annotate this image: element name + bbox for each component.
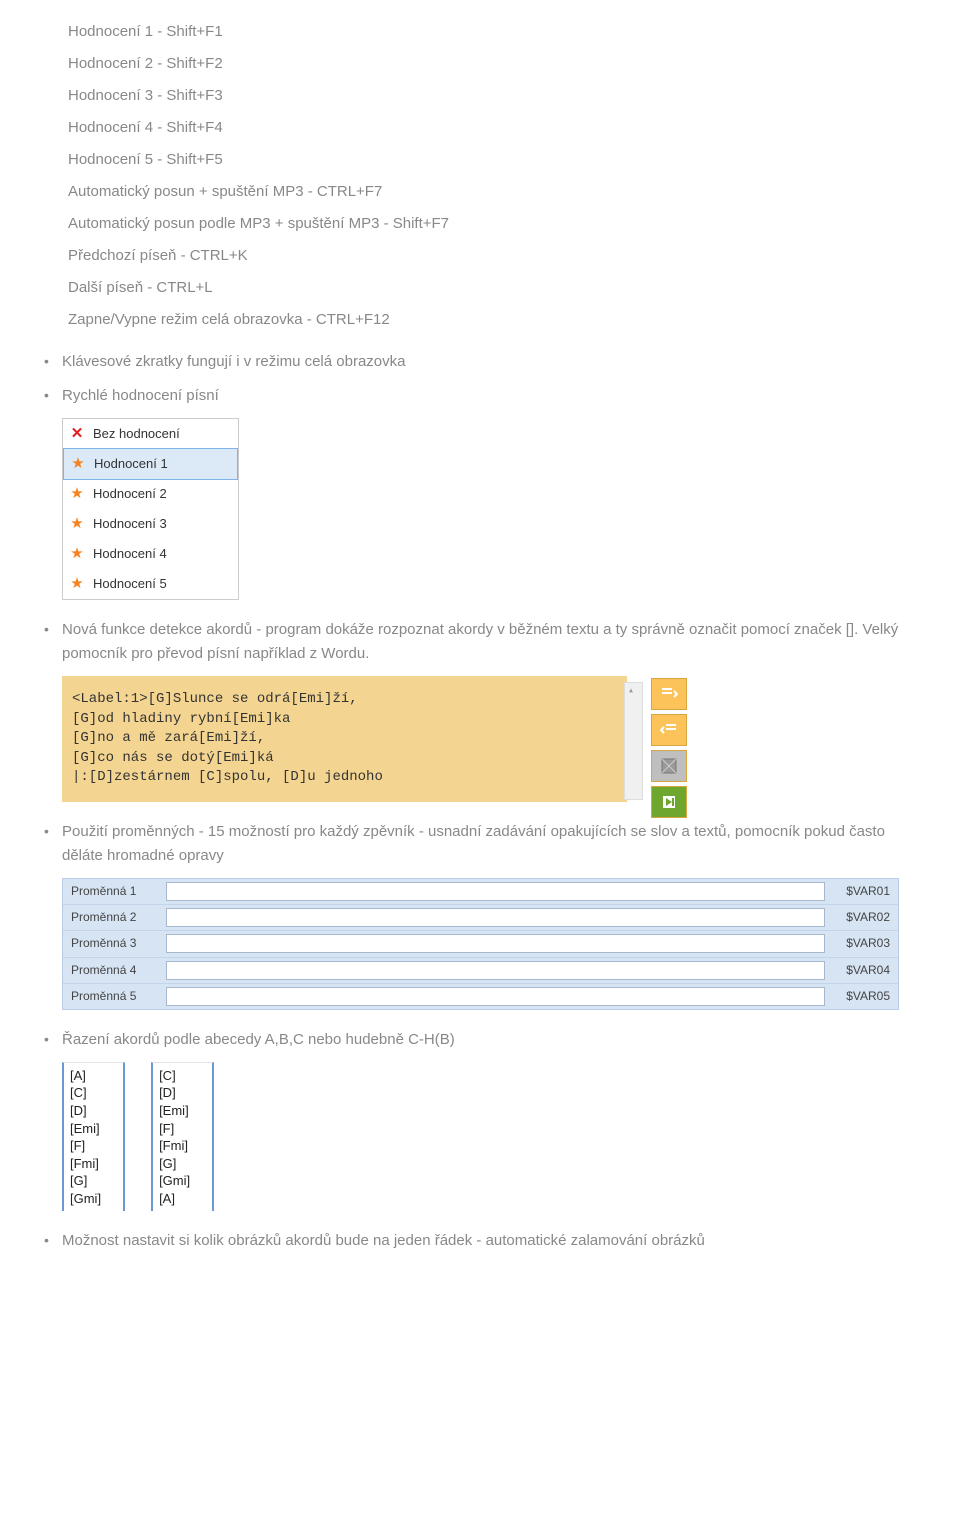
bullet-variables: Použití proměnných - 15 možností pro kaž…: [40, 820, 920, 868]
bullet-images: Možnost nastavit si kolik obrázků akordů…: [40, 1229, 920, 1253]
chord-col-music: [C] [D] [Emi] [F] [Fmi] [G] [Gmi] [A]: [151, 1062, 214, 1211]
code-line: [G]od hladiny rybní[Emi]ka: [72, 710, 615, 730]
star-icon: ★: [70, 452, 86, 476]
toolbar-btn-4[interactable]: [651, 786, 687, 818]
bullet-shortcuts: Klávesové zkratky fungují i v režimu cel…: [40, 350, 920, 374]
var-input-2[interactable]: [166, 908, 825, 927]
var-row-1: Proměnná 1 $VAR01: [63, 879, 898, 905]
code-editor: <Label:1>[G]Slunce se odrá[Emi]ží, [G]od…: [62, 676, 627, 802]
toolbar-btn-3[interactable]: [651, 750, 687, 782]
rating-item-1[interactable]: ★ Hodnocení 1: [63, 448, 238, 480]
shortcut-item: Hodnocení 4 - Shift+F4: [68, 116, 920, 140]
var-input-1[interactable]: [166, 882, 825, 901]
bullet-rating: Rychlé hodnocení písní: [40, 384, 920, 408]
star-icon: ★: [69, 482, 85, 506]
code-line: |:[D]zestárnem [C]spolu, [D]u jednoho: [72, 768, 615, 788]
var-row-4: Proměnná 4 $VAR04: [63, 958, 898, 984]
var-row-3: Proměnná 3 $VAR03: [63, 931, 898, 957]
rating-item-3[interactable]: ★ Hodnocení 3: [63, 509, 238, 539]
rating-menu[interactable]: ✕ Bez hodnocení ★ Hodnocení 1 ★ Hodnocen…: [62, 418, 239, 600]
shortcut-item: Další píseň - CTRL+L: [68, 276, 920, 300]
chord-col-alpha: [A] [C] [D] [Emi] [F] [Fmi] [G] [Gmi]: [62, 1062, 125, 1211]
toolbar-btn-2[interactable]: [651, 714, 687, 746]
var-row-2: Proměnná 2 $VAR02: [63, 905, 898, 931]
rating-item-none[interactable]: ✕ Bez hodnocení: [63, 419, 238, 449]
shortcut-item: Hodnocení 3 - Shift+F3: [68, 84, 920, 108]
bullet-sorting: Řazení akordů podle abecedy A,B,C nebo h…: [40, 1028, 920, 1052]
scrollbar[interactable]: ▴: [624, 682, 643, 800]
shortcut-item: Automatický posun + spuštění MP3 - CTRL+…: [68, 180, 920, 204]
shortcut-item: Automatický posun podle MP3 + spuštění M…: [68, 212, 920, 236]
star-icon: ★: [69, 542, 85, 566]
rating-item-2[interactable]: ★ Hodnocení 2: [63, 479, 238, 509]
var-input-5[interactable]: [166, 987, 825, 1006]
shortcut-list: Hodnocení 1 - Shift+F1 Hodnocení 2 - Shi…: [68, 20, 920, 332]
variables-table: Proměnná 1 $VAR01 Proměnná 2 $VAR02 Prom…: [62, 878, 899, 1010]
var-row-5: Proměnná 5 $VAR05: [63, 984, 898, 1009]
chord-columns: [A] [C] [D] [Emi] [F] [Fmi] [G] [Gmi] [C…: [62, 1062, 920, 1211]
shortcut-item: Hodnocení 5 - Shift+F5: [68, 148, 920, 172]
shortcut-item: Předchozí píseň - CTRL+K: [68, 244, 920, 268]
shortcut-item: Hodnocení 2 - Shift+F2: [68, 52, 920, 76]
bullet-chord-detect: Nová funkce detekce akordů - program dok…: [40, 618, 920, 666]
x-icon: ✕: [69, 422, 85, 446]
toolbar-btn-1[interactable]: [651, 678, 687, 710]
star-icon: ★: [69, 512, 85, 536]
star-icon: ★: [69, 572, 85, 596]
code-line: [G]co nás se dotý[Emi]ká: [72, 749, 615, 769]
shortcut-item: Zapne/Vypne režim celá obrazovka - CTRL+…: [68, 308, 920, 332]
var-input-4[interactable]: [166, 961, 825, 980]
var-input-3[interactable]: [166, 934, 825, 953]
code-line: <Label:1>[G]Slunce se odrá[Emi]ží,: [72, 690, 615, 710]
rating-item-4[interactable]: ★ Hodnocení 4: [63, 539, 238, 569]
code-line: [G]no a mě zará[Emi]ží,: [72, 729, 615, 749]
shortcut-item: Hodnocení 1 - Shift+F1: [68, 20, 920, 44]
rating-item-5[interactable]: ★ Hodnocení 5: [63, 569, 238, 599]
